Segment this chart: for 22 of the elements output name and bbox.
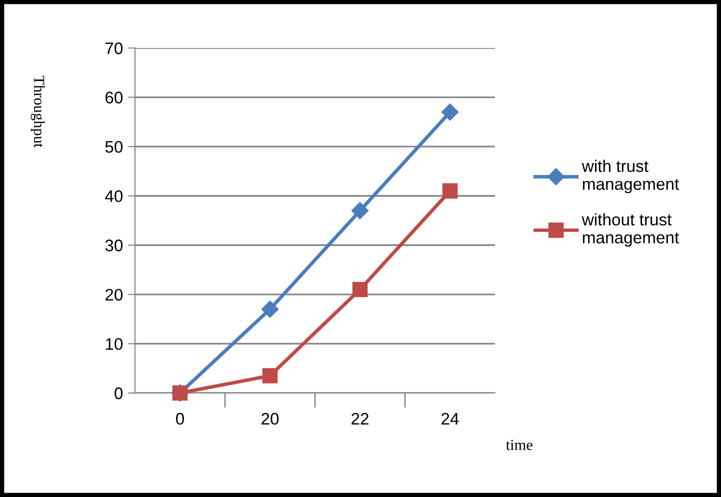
point bbox=[262, 368, 278, 384]
y-tick-label: 70 bbox=[106, 42, 123, 54]
y-tick-label: 10 bbox=[106, 338, 123, 350]
point bbox=[261, 300, 279, 318]
y-tick-label: 30 bbox=[105, 240, 123, 252]
x-tick-label: 0 bbox=[176, 412, 184, 425]
y-tick-label: 50 bbox=[105, 140, 123, 153]
legend-label: with trust management bbox=[582, 160, 680, 194]
y-tick-label: 60 bbox=[106, 92, 123, 104]
point bbox=[442, 183, 458, 199]
x-tick-label: 20 bbox=[262, 412, 279, 425]
x-axis-title: time bbox=[506, 440, 532, 450]
y-tick-label: 20 bbox=[105, 288, 123, 301]
x-tick-label: 22 bbox=[352, 412, 368, 425]
y-axis-title: Throughput bbox=[30, 76, 45, 148]
y-tick-label: 40 bbox=[105, 190, 123, 202]
point bbox=[352, 282, 368, 298]
legend-label: without trust management bbox=[582, 213, 680, 247]
point bbox=[441, 104, 459, 121]
x-tick-label: 24 bbox=[442, 412, 459, 425]
y-tick-label: 0 bbox=[114, 387, 123, 400]
point bbox=[351, 202, 369, 220]
